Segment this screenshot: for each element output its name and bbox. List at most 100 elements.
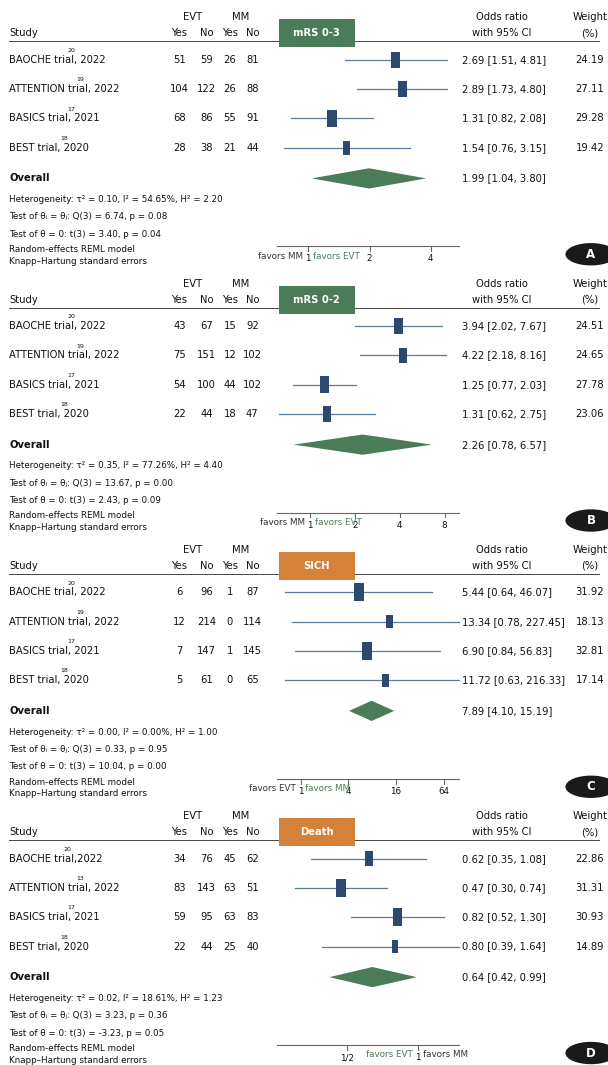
Text: 18: 18 xyxy=(224,409,236,419)
Text: 26: 26 xyxy=(224,84,236,94)
Text: 51: 51 xyxy=(173,55,185,65)
Text: 151: 151 xyxy=(197,350,216,360)
Text: Test of θᵢ = θⱼ: Q(3) = 0.33, p = 0.95: Test of θᵢ = θⱼ: Q(3) = 0.33, p = 0.95 xyxy=(9,746,168,754)
Polygon shape xyxy=(312,168,426,189)
Text: 31.31: 31.31 xyxy=(576,883,604,892)
Text: 4: 4 xyxy=(428,255,434,263)
Text: 65: 65 xyxy=(246,675,258,685)
Text: 100: 100 xyxy=(197,380,216,390)
Text: 22: 22 xyxy=(173,409,185,419)
Text: 18: 18 xyxy=(61,669,69,673)
Text: 23.06: 23.06 xyxy=(576,409,604,419)
Text: 40: 40 xyxy=(246,941,258,951)
Bar xyxy=(323,407,331,422)
Text: 32.81: 32.81 xyxy=(576,646,604,656)
Text: 20: 20 xyxy=(67,580,75,586)
Text: Yes: Yes xyxy=(222,828,238,837)
Text: Test of θᵢ = θⱼ: Q(3) = 13.67, p = 0.00: Test of θᵢ = θⱼ: Q(3) = 13.67, p = 0.00 xyxy=(9,479,173,488)
Text: 1.31 [0.82, 2.08]: 1.31 [0.82, 2.08] xyxy=(462,114,546,124)
Text: favors EVT: favors EVT xyxy=(366,1050,413,1060)
Text: 2.89 [1.73, 4.80]: 2.89 [1.73, 4.80] xyxy=(462,84,546,94)
Text: 28: 28 xyxy=(173,143,185,152)
Text: favors MM: favors MM xyxy=(260,518,305,527)
Bar xyxy=(362,642,372,660)
Text: BASICS trial, 2021: BASICS trial, 2021 xyxy=(9,114,100,124)
Text: 22.86: 22.86 xyxy=(575,854,604,864)
Text: with 95% CI: with 95% CI xyxy=(472,561,531,571)
Text: Heterogeneity: τ² = 0.00, I² = 0.00%, H² = 1.00: Heterogeneity: τ² = 0.00, I² = 0.00%, H²… xyxy=(9,727,218,737)
Bar xyxy=(382,674,389,687)
Text: 30.93: 30.93 xyxy=(576,913,604,922)
Text: 17: 17 xyxy=(67,905,75,911)
Text: 83: 83 xyxy=(173,883,185,892)
Text: 12: 12 xyxy=(173,617,185,626)
Text: BASICS trial, 2021: BASICS trial, 2021 xyxy=(9,913,100,922)
Bar xyxy=(342,141,350,154)
Text: favors EVT: favors EVT xyxy=(314,518,362,527)
Text: 27.11: 27.11 xyxy=(575,84,604,94)
Text: 63: 63 xyxy=(224,913,236,922)
Text: 26: 26 xyxy=(224,55,236,65)
Text: 0.80 [0.39, 1.64]: 0.80 [0.39, 1.64] xyxy=(462,941,546,951)
Text: Yes: Yes xyxy=(171,561,187,571)
Text: 0.82 [0.52, 1.30]: 0.82 [0.52, 1.30] xyxy=(462,913,546,922)
Text: 68: 68 xyxy=(173,114,185,124)
Text: 59: 59 xyxy=(201,55,213,65)
FancyBboxPatch shape xyxy=(278,818,355,846)
Text: BASICS trial, 2021: BASICS trial, 2021 xyxy=(9,646,100,656)
Text: BAOCHE trial,2022: BAOCHE trial,2022 xyxy=(9,854,103,864)
Text: 19: 19 xyxy=(77,78,85,82)
Text: BAOCHE trial, 2022: BAOCHE trial, 2022 xyxy=(9,55,106,65)
Text: 1: 1 xyxy=(415,1053,421,1062)
Text: 1: 1 xyxy=(305,255,311,263)
Polygon shape xyxy=(349,701,394,721)
Text: Overall: Overall xyxy=(9,706,50,716)
Text: BAOCHE trial, 2022: BAOCHE trial, 2022 xyxy=(9,588,106,597)
Text: 4.22 [2.18, 8.16]: 4.22 [2.18, 8.16] xyxy=(462,350,546,360)
Text: SICH: SICH xyxy=(303,561,330,571)
Text: BEST trial, 2020: BEST trial, 2020 xyxy=(9,675,89,685)
Text: 0: 0 xyxy=(227,617,233,626)
Text: Test of θᵢ = θⱼ: Q(3) = 6.74, p = 0.08: Test of θᵢ = θⱼ: Q(3) = 6.74, p = 0.08 xyxy=(9,213,167,222)
Text: 24.65: 24.65 xyxy=(575,350,604,360)
Text: (%): (%) xyxy=(581,29,598,38)
Text: Yes: Yes xyxy=(171,828,187,837)
Text: 114: 114 xyxy=(243,617,262,626)
Text: Yes: Yes xyxy=(222,295,238,305)
Text: 145: 145 xyxy=(243,646,262,656)
Text: Heterogeneity: τ² = 0.35, I² = 77.26%, H² = 4.40: Heterogeneity: τ² = 0.35, I² = 77.26%, H… xyxy=(9,461,223,471)
Circle shape xyxy=(565,243,608,265)
Bar xyxy=(393,908,402,927)
Text: Death: Death xyxy=(300,828,334,837)
Text: EVT: EVT xyxy=(184,279,202,289)
Text: Random-effects REML model: Random-effects REML model xyxy=(9,777,135,787)
Text: 47: 47 xyxy=(246,409,258,419)
FancyBboxPatch shape xyxy=(278,552,355,579)
Text: 44: 44 xyxy=(201,409,213,419)
Text: ATTENTION trial, 2022: ATTENTION trial, 2022 xyxy=(9,883,120,892)
Text: 44: 44 xyxy=(224,380,236,390)
Text: Knapp–Hartung standard errors: Knapp–Hartung standard errors xyxy=(9,1055,147,1065)
Text: 88: 88 xyxy=(246,84,258,94)
Text: No: No xyxy=(200,29,213,38)
Text: 0: 0 xyxy=(227,675,233,685)
Text: 27.78: 27.78 xyxy=(575,380,604,390)
Text: Knapp–Hartung standard errors: Knapp–Hartung standard errors xyxy=(9,257,147,266)
Text: 1: 1 xyxy=(227,588,233,597)
Text: A: A xyxy=(586,248,596,261)
Bar xyxy=(392,52,400,68)
Text: with 95% CI: with 95% CI xyxy=(472,29,531,38)
Text: 25: 25 xyxy=(224,941,236,951)
Text: 122: 122 xyxy=(197,84,216,94)
Text: 18: 18 xyxy=(61,136,69,141)
Text: 1.31 [0.62, 2.75]: 1.31 [0.62, 2.75] xyxy=(462,409,546,419)
Text: 76: 76 xyxy=(201,854,213,864)
Text: 59: 59 xyxy=(173,913,185,922)
Text: MM: MM xyxy=(232,13,250,22)
Text: mRS 0-3: mRS 0-3 xyxy=(294,29,340,38)
Text: No: No xyxy=(246,29,259,38)
Text: Yes: Yes xyxy=(171,295,187,305)
Circle shape xyxy=(565,509,608,531)
Text: Overall: Overall xyxy=(9,174,50,183)
Text: 22: 22 xyxy=(173,941,185,951)
